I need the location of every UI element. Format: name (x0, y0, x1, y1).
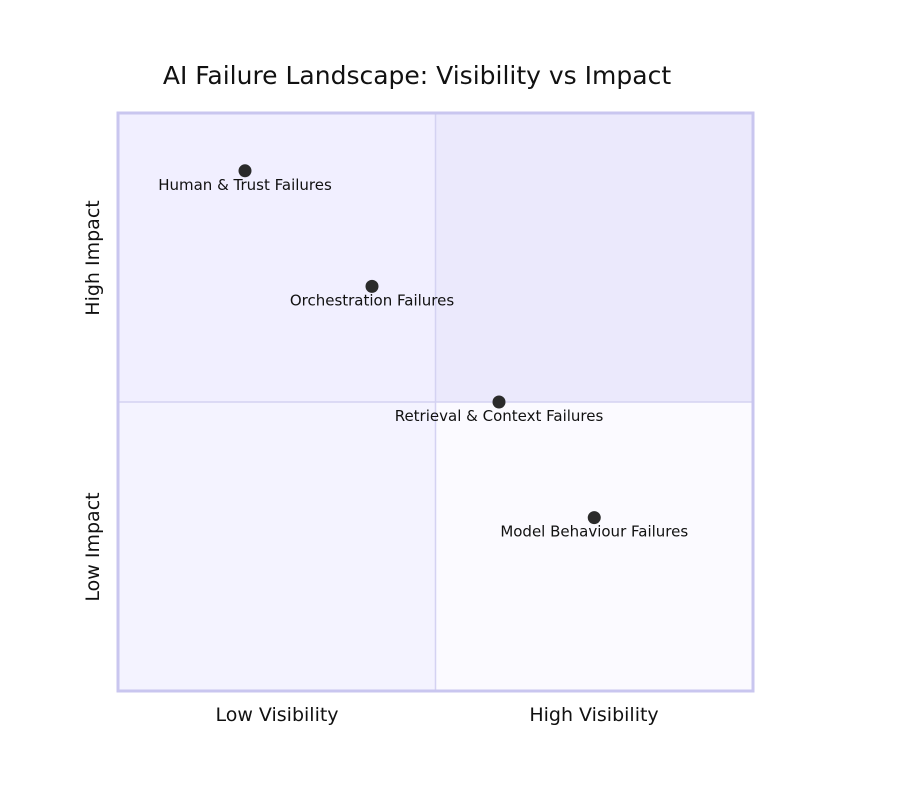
quadrant-top-right (435, 113, 753, 402)
data-point (492, 395, 506, 409)
plot-border (116, 111, 755, 693)
data-point-label: Orchestration Failures (290, 291, 455, 309)
data-point (365, 279, 379, 293)
data-point-label: Model Behaviour Failures (500, 523, 688, 541)
x-axis-high-label: High Visibility (529, 704, 658, 726)
quadrant-top-left (118, 113, 436, 402)
quadrant-bottom-left (118, 402, 436, 691)
data-point-label: Human & Trust Failures (158, 176, 332, 194)
data-point-label: Retrieval & Context Failures (395, 407, 604, 425)
data-point (587, 511, 601, 525)
chart-title: AI Failure Landscape: Visibility vs Impa… (163, 61, 671, 90)
x-axis-low-label: Low Visibility (215, 704, 338, 726)
y-axis-high-label: High Impact (82, 200, 104, 315)
data-point (238, 164, 252, 178)
y-axis-low-label: Low Impact (82, 492, 104, 601)
data-points: Human & Trust Failures Orchestration Fail… (158, 164, 688, 541)
quadrant-bottom-right (435, 402, 753, 691)
